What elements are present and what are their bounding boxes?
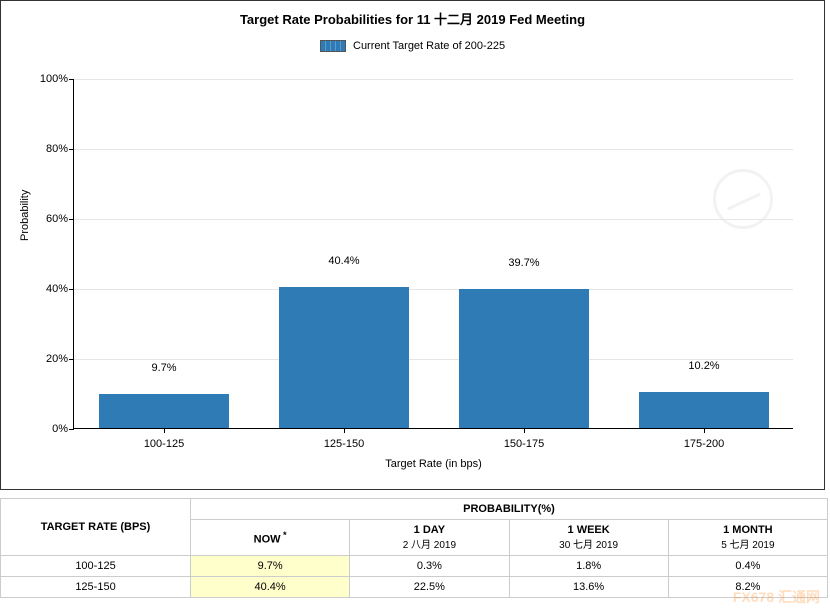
table-row: 100-1259.7%0.3%1.8%0.4% xyxy=(1,556,828,577)
bar xyxy=(639,392,769,428)
x-axis-label: Target Rate (in bps) xyxy=(385,428,482,470)
ytick-label: 20% xyxy=(46,353,74,365)
value-cell: 0.4% xyxy=(668,556,827,577)
xtick-label: 100-125 xyxy=(144,428,184,450)
column-header-sub: 5 七月 2019 xyxy=(675,536,821,551)
rate-cell: 100-125 xyxy=(1,556,191,577)
column-header-top: 1 WEEK xyxy=(516,524,662,536)
chart-container: Target Rate Probabilities for 11 十二月 201… xyxy=(0,0,825,490)
bar-value-label: 10.2% xyxy=(688,360,719,376)
value-cell: 13.6% xyxy=(509,577,668,598)
xtick-label: 125-150 xyxy=(324,428,364,450)
bar-value-label: 39.7% xyxy=(508,257,539,273)
ytick-label: 100% xyxy=(40,73,74,85)
column-header-sub: 2 八月 2019 xyxy=(356,536,502,551)
legend-swatch xyxy=(320,40,346,52)
watermark-logo xyxy=(713,169,773,229)
ytick-label: 0% xyxy=(52,423,74,435)
ytick-label: 40% xyxy=(46,283,74,295)
bar xyxy=(279,287,409,428)
now-cell: 9.7% xyxy=(191,556,350,577)
bar xyxy=(99,394,229,428)
column-header-sub: 30 七月 2019 xyxy=(516,536,662,551)
now-cell: 40.4% xyxy=(191,577,350,598)
column-header-top: 1 DAY xyxy=(356,524,502,536)
plot-area: Target Rate (in bps) 0%20%40%60%80%100%9… xyxy=(73,79,793,429)
ytick-label: 80% xyxy=(46,143,74,155)
chart-title: Target Rate Probabilities for 11 十二月 201… xyxy=(1,1,824,28)
value-cell: 8.2% xyxy=(668,577,827,598)
gridline xyxy=(74,79,793,80)
legend-label: Current Target Rate of 200-225 xyxy=(353,40,505,52)
column-header: 1 DAY2 八月 2019 xyxy=(350,520,509,556)
column-header: 1 WEEK30 七月 2019 xyxy=(509,520,668,556)
gridline xyxy=(74,149,793,150)
rate-cell: 125-150 xyxy=(1,577,191,598)
table-row: 125-15040.4%22.5%13.6%8.2% xyxy=(1,577,828,598)
bar-value-label: 9.7% xyxy=(151,362,176,378)
th-target-rate: TARGET RATE (BPS) xyxy=(1,499,191,556)
th-probability: PROBABILITY(%) xyxy=(191,499,828,520)
column-header: 1 MONTH5 七月 2019 xyxy=(668,520,827,556)
xtick-label: 150-175 xyxy=(504,428,544,450)
xtick-label: 175-200 xyxy=(684,428,724,450)
bar xyxy=(459,289,589,428)
column-header-top: 1 MONTH xyxy=(675,524,821,536)
y-axis-label: Probability xyxy=(19,190,31,241)
probability-table: TARGET RATE (BPS) PROBABILITY(%) NOW * 1 … xyxy=(0,498,828,598)
value-cell: 0.3% xyxy=(350,556,509,577)
gridline xyxy=(74,359,793,360)
gridline xyxy=(74,289,793,290)
ytick-label: 60% xyxy=(46,213,74,225)
column-header: NOW * xyxy=(191,520,350,556)
chart-legend: Current Target Rate of 200-225 xyxy=(1,40,824,52)
value-cell: 22.5% xyxy=(350,577,509,598)
column-header-top: NOW * xyxy=(197,530,343,546)
bar-value-label: 40.4% xyxy=(328,255,359,271)
value-cell: 1.8% xyxy=(509,556,668,577)
gridline xyxy=(74,219,793,220)
